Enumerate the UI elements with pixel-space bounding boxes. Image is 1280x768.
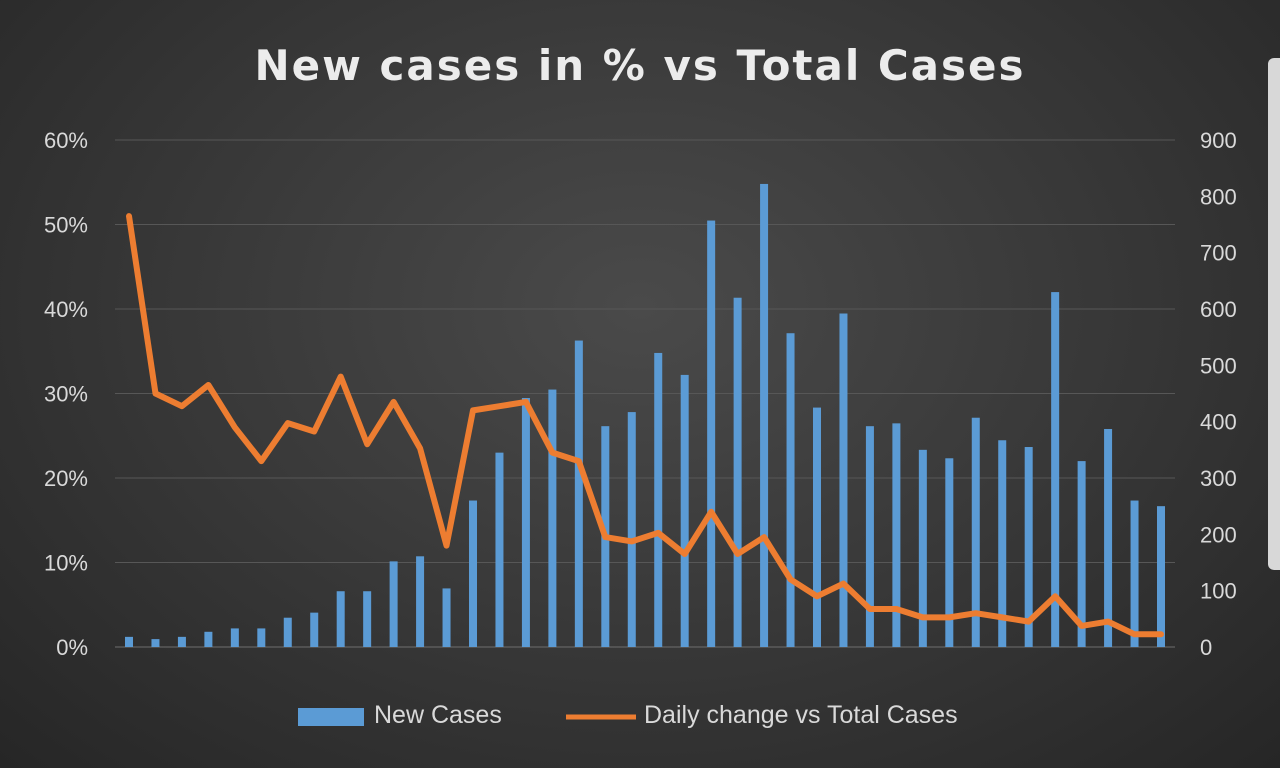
right-tick-label: 800: [1200, 184, 1237, 209]
bar-new-cases: [733, 297, 742, 647]
bar-new-cases: [442, 588, 451, 647]
bar-new-cases: [416, 556, 425, 647]
bar-new-cases: [971, 417, 980, 647]
chart-title: New cases in % vs Total Cases: [254, 41, 1025, 90]
left-tick-label: 20%: [44, 466, 88, 491]
bar-new-cases: [310, 612, 319, 647]
legend-label-new-cases: New Cases: [374, 701, 502, 729]
bar-new-cases: [125, 636, 133, 647]
left-tick-label: 60%: [44, 128, 88, 153]
left-tick-label: 30%: [44, 382, 88, 407]
left-tick-label: 0%: [56, 635, 88, 660]
right-tick-label: 400: [1200, 410, 1237, 435]
bar-new-cases: [1077, 461, 1086, 647]
bar-new-cases: [495, 452, 504, 647]
gridlines: [115, 139, 1175, 648]
bar-new-cases: [257, 628, 266, 647]
right-tick-label: 100: [1200, 579, 1237, 604]
right-tick-label: 200: [1200, 522, 1237, 547]
bar-new-cases: [945, 458, 954, 647]
bar-new-cases: [892, 423, 901, 647]
bar-new-cases: [680, 374, 689, 647]
bar-new-cases: [363, 591, 372, 647]
bar-new-cases: [918, 449, 927, 647]
bar-new-cases: [760, 183, 769, 647]
bar-new-cases: [707, 220, 716, 647]
new-cases-bars: [125, 183, 1165, 647]
right-tick-label: 600: [1200, 297, 1237, 322]
bar-new-cases: [389, 561, 398, 647]
bar-new-cases: [813, 407, 821, 647]
bar-new-cases: [177, 636, 186, 647]
daily-change-line-layer: [126, 213, 1164, 638]
bar-new-cases: [1051, 292, 1060, 647]
bar-new-cases: [336, 591, 345, 647]
bar-new-cases: [998, 440, 1007, 647]
bar-new-cases: [1157, 506, 1165, 647]
bar-new-cases: [1130, 500, 1139, 647]
bar-new-cases: [151, 639, 160, 647]
scroll-edge: [1268, 58, 1280, 570]
left-axis-ticks: 0% 10% 20% 30% 40% 50% 60%: [44, 128, 88, 660]
right-axis-ticks: 0 100 200 300 400 500 600 700 800 900: [1200, 128, 1237, 660]
right-tick-label: 700: [1200, 241, 1237, 266]
bar-new-cases: [1024, 447, 1033, 647]
bar-new-cases: [521, 398, 530, 647]
right-tick-label: 900: [1200, 128, 1237, 153]
bar-new-cases: [204, 631, 213, 647]
bar-new-cases: [230, 628, 239, 647]
line-daily-change: [126, 213, 1164, 638]
right-tick-label: 300: [1200, 466, 1237, 491]
left-tick-label: 40%: [44, 297, 88, 322]
right-tick-label: 500: [1200, 353, 1237, 378]
bar-new-cases: [865, 426, 874, 647]
legend-label-daily-change: Daily change vs Total Cases: [644, 701, 958, 729]
bar-new-cases: [1104, 428, 1113, 647]
legend: New Cases Daily change vs Total Cases: [298, 701, 958, 729]
bar-new-cases: [283, 617, 292, 647]
legend-swatch-new-cases: [298, 708, 364, 726]
bar-new-cases: [627, 412, 636, 647]
left-tick-label: 50%: [44, 213, 88, 238]
left-tick-label: 10%: [44, 551, 88, 576]
bar-new-cases: [839, 313, 848, 647]
bar-new-cases: [548, 389, 557, 647]
bar-new-cases: [786, 333, 795, 647]
bar-new-cases: [469, 500, 477, 647]
bar-new-cases: [654, 352, 663, 647]
right-tick-label: 0: [1200, 635, 1212, 660]
bar-new-cases: [574, 340, 583, 647]
